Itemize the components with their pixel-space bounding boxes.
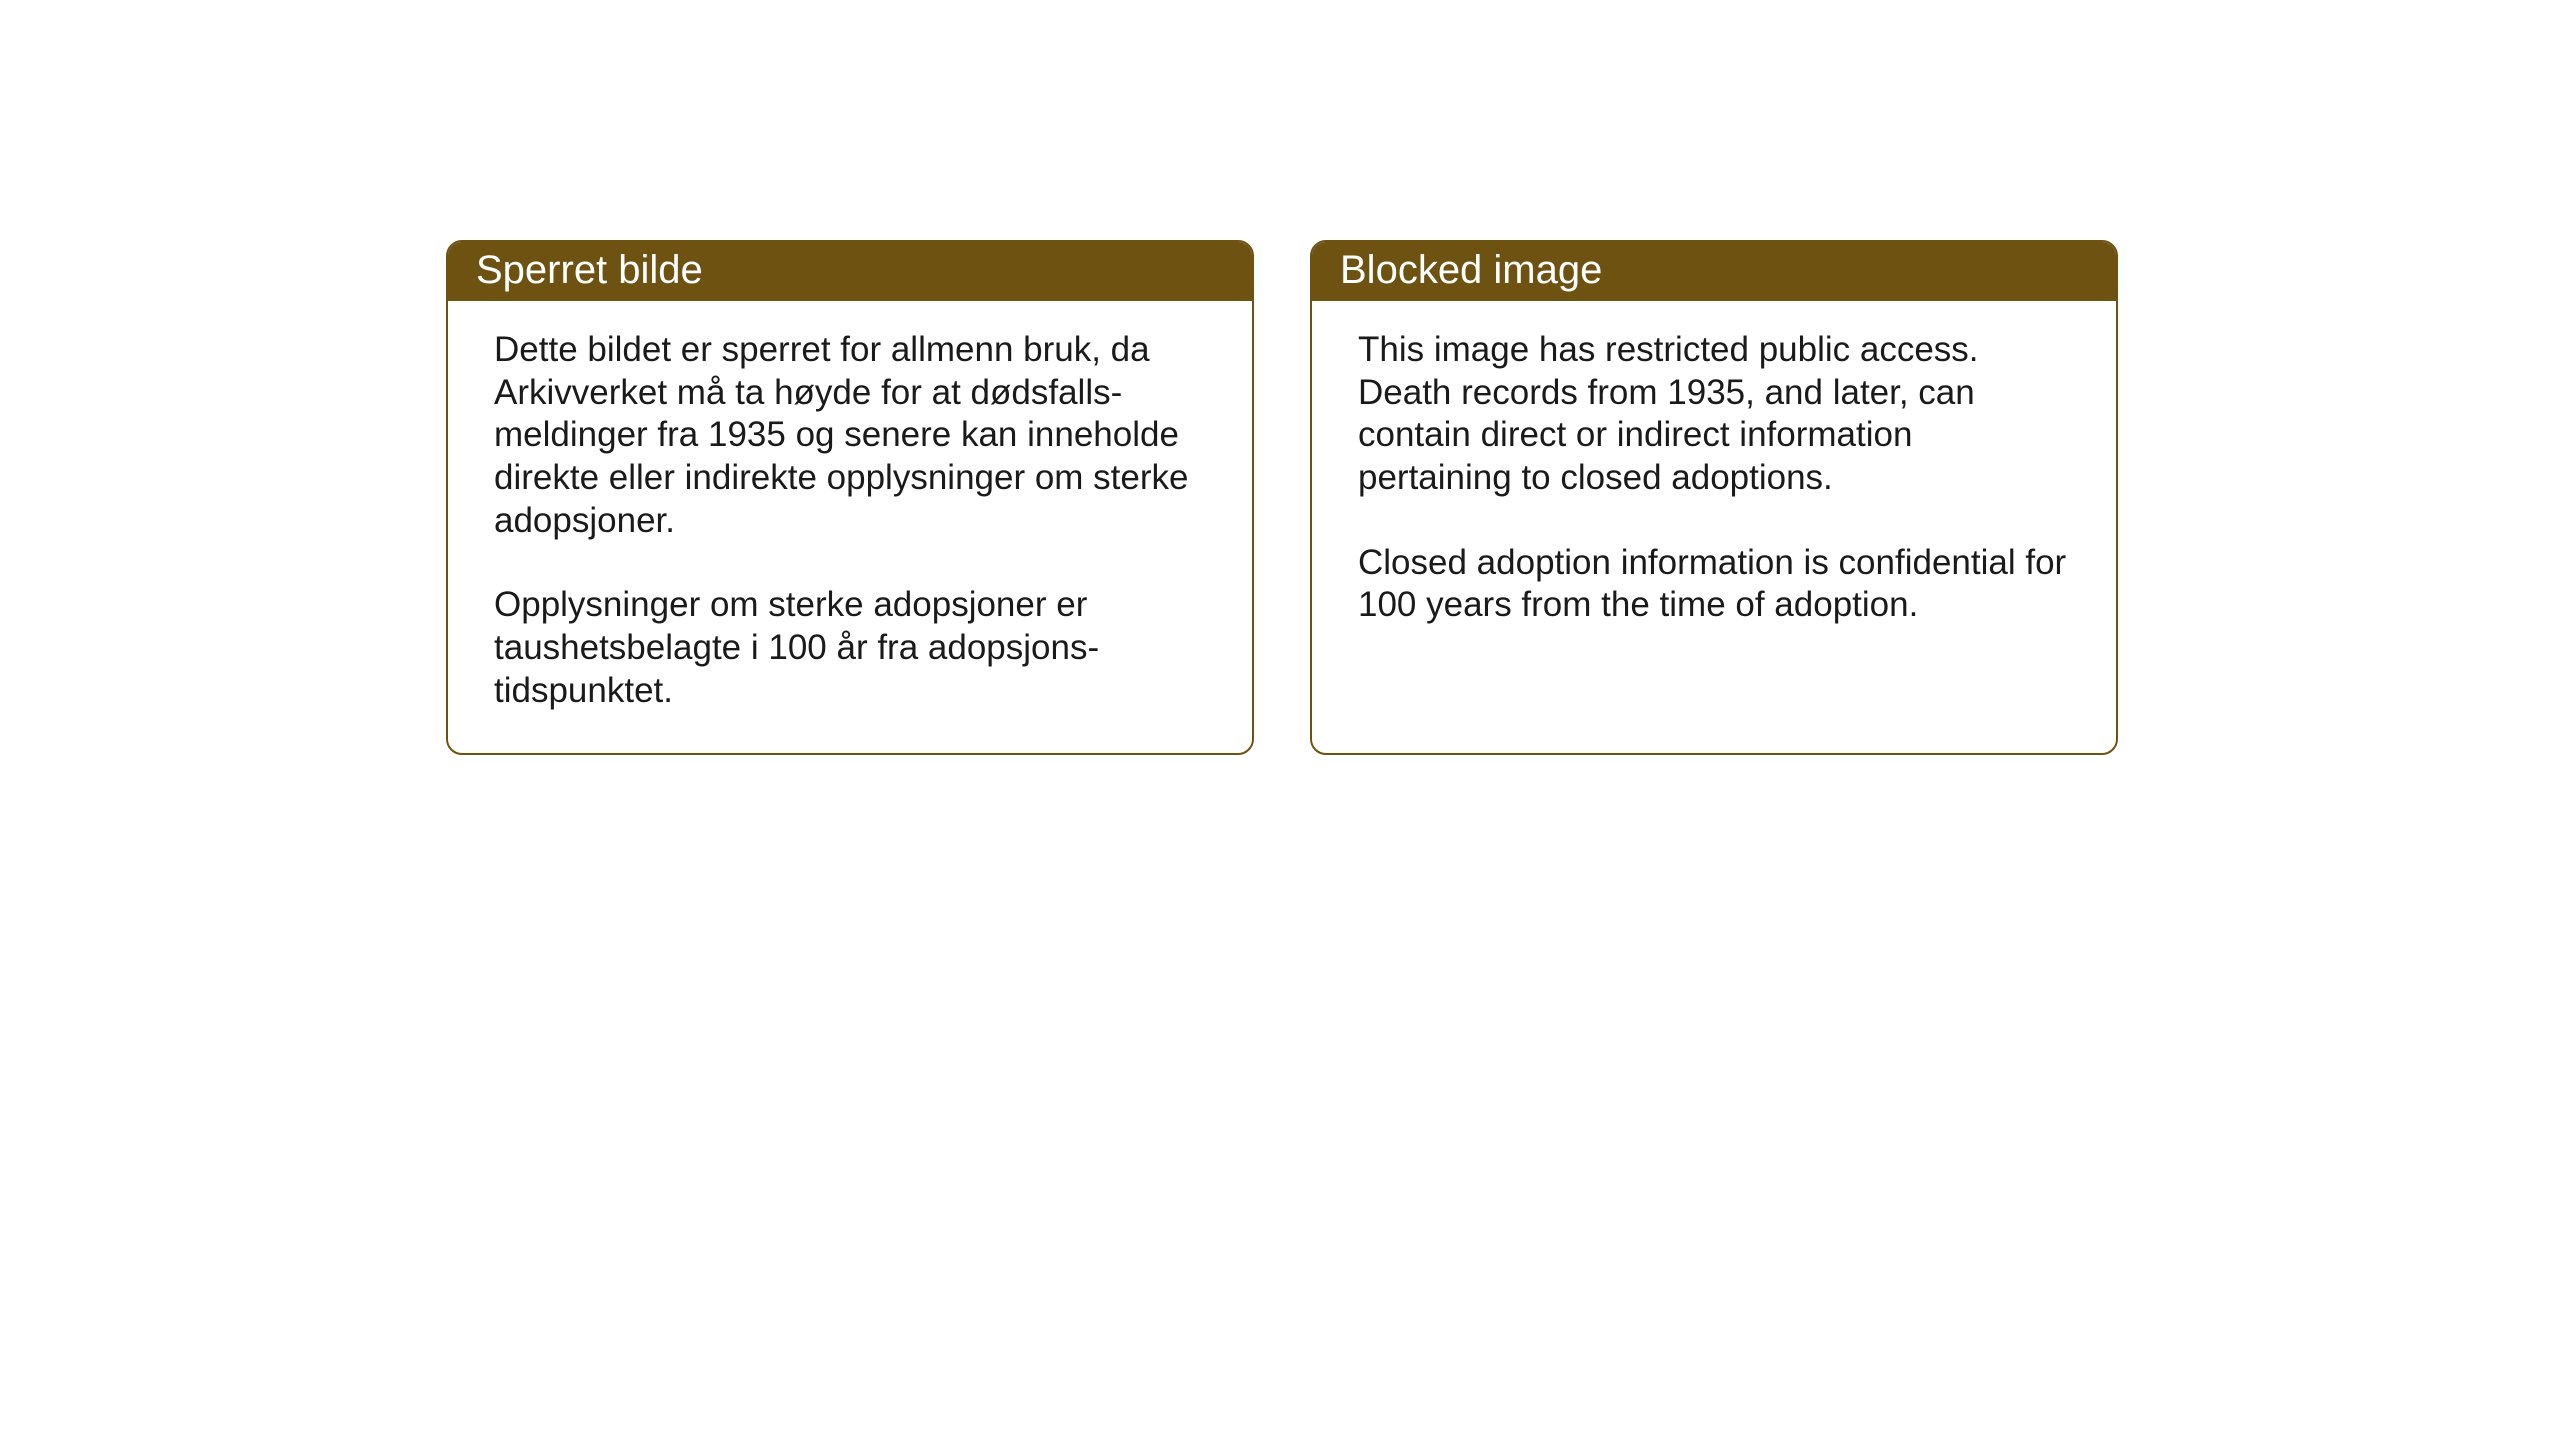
- notice-title-norwegian: Sperret bilde: [476, 248, 703, 292]
- notice-body-norwegian: Dette bildet er sperret for allmenn bruk…: [448, 301, 1252, 753]
- notice-title-english: Blocked image: [1340, 248, 1602, 292]
- notice-paragraph-2-english: Closed adoption information is confident…: [1358, 542, 2070, 627]
- notice-header-english: Blocked image: [1312, 242, 2116, 301]
- notice-body-english: This image has restricted public access.…: [1312, 301, 2116, 667]
- notice-card-norwegian: Sperret bilde Dette bildet er sperret fo…: [446, 240, 1254, 755]
- notice-card-english: Blocked image This image has restricted …: [1310, 240, 2118, 755]
- notice-container: Sperret bilde Dette bildet er sperret fo…: [446, 240, 2118, 755]
- notice-paragraph-2-norwegian: Opplysninger om sterke adopsjoner er tau…: [494, 584, 1206, 712]
- notice-header-norwegian: Sperret bilde: [448, 242, 1252, 301]
- notice-paragraph-1-norwegian: Dette bildet er sperret for allmenn bruk…: [494, 329, 1206, 542]
- notice-paragraph-1-english: This image has restricted public access.…: [1358, 329, 2070, 500]
